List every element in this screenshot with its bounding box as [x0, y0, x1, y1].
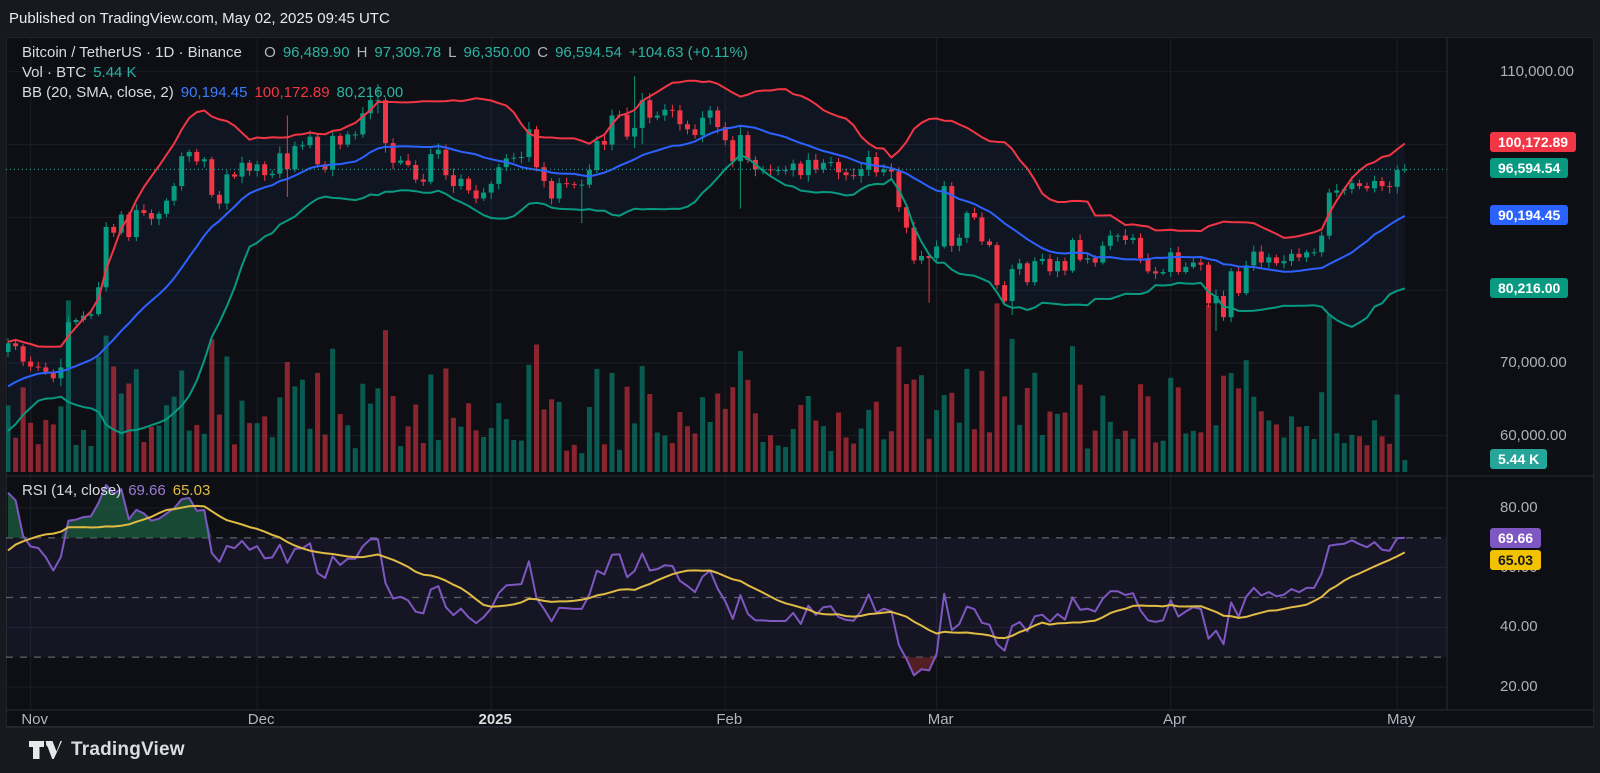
low-label: L: [448, 44, 457, 61]
price-axis-tick: 110,000.00: [1500, 62, 1574, 80]
time-axis-tick: 2025: [478, 711, 512, 728]
time-axis-tick: Feb: [716, 711, 743, 728]
rsi-value: 69.66: [128, 482, 166, 499]
price-axis-tick: 60,000.00: [1500, 426, 1567, 444]
time-axis-tick: Mar: [927, 711, 954, 728]
symbol-title: Bitcoin / TetherUS · 1D · Binance: [22, 44, 242, 61]
price-badge: 90,194.45: [1490, 204, 1569, 225]
price-axis-tick: 70,000.00: [1500, 354, 1567, 371]
bb-lower-value: 80,216.00: [336, 84, 404, 101]
symbol-legend-row[interactable]: Bitcoin / TetherUS · 1D · Binance O 96,48…: [22, 43, 748, 63]
high-label: H: [356, 44, 368, 61]
rsi-ma-value: 65.03: [172, 482, 211, 499]
volume-badge: 5.44 K: [1490, 449, 1548, 469]
tradingview-logo-icon[interactable]: [28, 737, 62, 763]
rsi-pane-legend: RSI (14, close) 69.66 65.03: [22, 481, 210, 501]
bb-label: BB (20, SMA, close, 2): [22, 84, 174, 101]
rsi-axis-tick: 80.00: [1500, 499, 1538, 516]
bb-upper-value: 100,172.89: [254, 84, 330, 101]
time-axis-tick: May: [1387, 711, 1416, 728]
rsi-label: RSI (14, close): [22, 482, 122, 499]
rsi-axis-tick: 20.00: [1500, 677, 1538, 695]
rsi-badge: 65.03: [1490, 549, 1542, 570]
time-axis-tick: Nov: [21, 711, 48, 728]
high-value: 97,309.78: [374, 44, 442, 61]
low-value: 96,350.00: [463, 44, 531, 61]
volume-legend-row[interactable]: Vol · BTC 5.44 K: [22, 63, 748, 83]
price-axis[interactable]: 110,000.00100,000.0090,000.0080,000.0070…: [1447, 0, 1600, 773]
time-axis-tick: Dec: [247, 711, 275, 728]
main-pane-legend: Bitcoin / TetherUS · 1D · Binance O 96,48…: [22, 43, 748, 103]
open-label: O: [264, 44, 276, 61]
volume-label: Vol · BTC: [22, 64, 87, 81]
price-badge: 80,216.00: [1490, 277, 1569, 298]
published-bar: Published on TradingView.com, May 02, 20…: [0, 0, 1600, 37]
footer-bar: TradingView: [0, 727, 1600, 773]
rsi-badge: 69.66: [1490, 527, 1542, 548]
open-value: 96,489.90: [282, 44, 350, 61]
time-axis-tick: Apr: [1163, 711, 1187, 728]
close-value: 96,594.54: [555, 44, 622, 61]
bb-basis-value: 90,194.45: [180, 84, 248, 101]
change-value: +104.63 (+0.11%): [628, 44, 748, 61]
price-badge: 100,172.89: [1490, 132, 1577, 153]
published-text: Published on TradingView.com, May 02, 20…: [9, 10, 390, 27]
price-badge: 96,594.54: [1490, 158, 1569, 179]
close-label: C: [537, 44, 549, 61]
rsi-axis-tick: 40.00: [1500, 618, 1538, 636]
volume-value: 5.44 K: [93, 64, 137, 81]
rsi-legend-row[interactable]: RSI (14, close) 69.66 65.03: [22, 481, 210, 501]
tradingview-brand-text[interactable]: TradingView: [71, 739, 185, 760]
bb-legend-row[interactable]: BB (20, SMA, close, 2) 90,194.45 100,172.8…: [22, 83, 748, 103]
